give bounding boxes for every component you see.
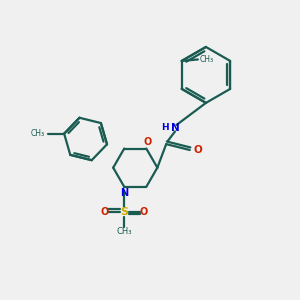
Text: H: H	[161, 123, 169, 132]
Text: S: S	[120, 207, 128, 217]
Text: N: N	[120, 188, 128, 198]
Text: O: O	[193, 145, 202, 155]
Text: CH₃: CH₃	[200, 55, 214, 64]
Text: CH₃: CH₃	[31, 129, 45, 138]
Text: O: O	[100, 207, 109, 217]
Text: O: O	[140, 207, 148, 217]
Text: CH₃: CH₃	[116, 227, 132, 236]
Text: O: O	[143, 137, 151, 147]
Text: N: N	[171, 123, 179, 133]
